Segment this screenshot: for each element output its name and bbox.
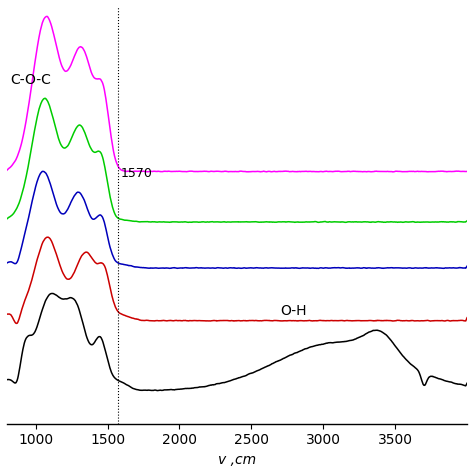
Text: O-H: O-H xyxy=(280,304,307,319)
X-axis label: v ,cm: v ,cm xyxy=(218,453,256,467)
Text: 1570: 1570 xyxy=(120,167,153,180)
Text: C-O-C: C-O-C xyxy=(10,73,51,87)
